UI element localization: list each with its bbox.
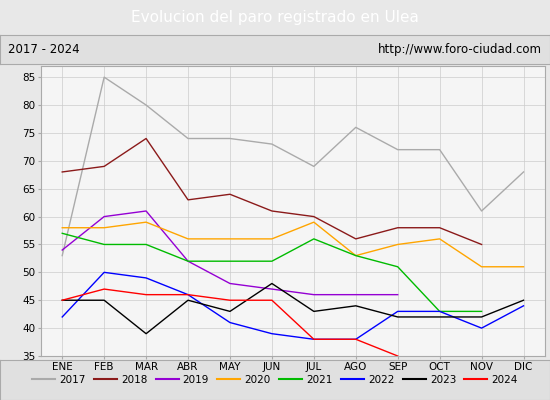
Text: Evolucion del paro registrado en Ulea: Evolucion del paro registrado en Ulea	[131, 10, 419, 25]
Text: 2017 - 2024: 2017 - 2024	[8, 43, 80, 56]
Text: http://www.foro-ciudad.com: http://www.foro-ciudad.com	[378, 43, 542, 56]
Legend: 2017, 2018, 2019, 2020, 2021, 2022, 2023, 2024: 2017, 2018, 2019, 2020, 2021, 2022, 2023…	[28, 371, 522, 389]
